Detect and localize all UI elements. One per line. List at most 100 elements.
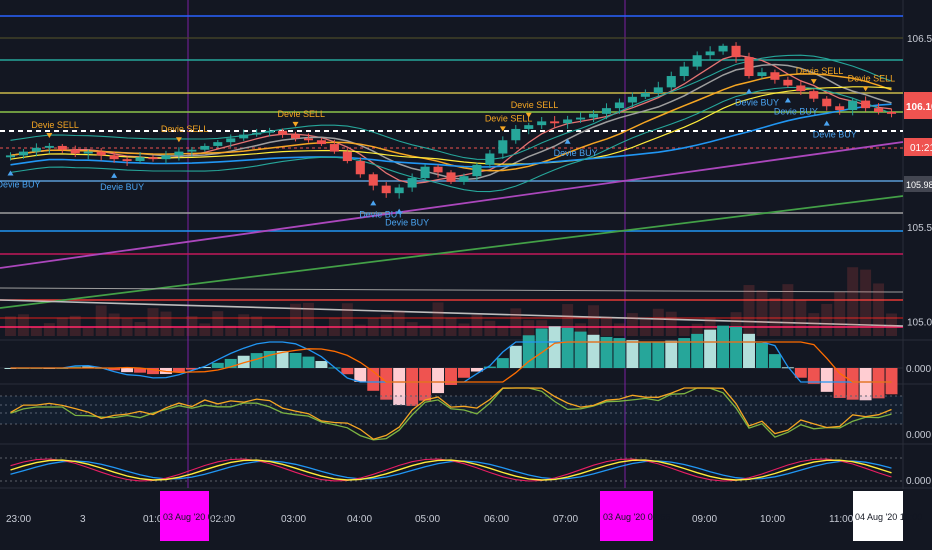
candle-body [524,125,534,129]
volume-bar [225,325,237,336]
candle-body [355,161,365,175]
oscillator-pane-1[interactable] [0,387,903,441]
candle-body [848,100,858,111]
candle-body [731,45,741,58]
volume-bar [367,318,379,336]
candle-body [5,155,16,158]
price-axis: 106.500 105.500 105.000 [907,34,932,328]
time-tick-label: 02:00 [210,514,235,525]
macd-histogram-bar [276,350,289,368]
candle-body [316,140,326,145]
volume-bar [238,314,250,336]
macd-histogram-bar [250,353,263,368]
volume-bar [199,323,211,336]
volume-bar [873,283,885,336]
macd-pane[interactable] [0,325,903,406]
buy-signal-label: Devie BUY [100,182,144,192]
volume-bar [808,313,820,336]
buy-arrow [396,208,403,214]
volume-bar [782,284,794,336]
buy-arrow [370,200,377,206]
macd-histogram-bar [289,352,302,368]
candle-body [44,145,54,148]
sell-arrow [862,86,869,92]
time-highlight-badge [853,491,903,541]
volume-bar [536,320,548,336]
candle-body [874,108,884,112]
time-axis[interactable]: 23:00 3 01:00 02:00 03:00 04:00 05:00 06… [0,489,932,550]
buy-signal-label: Devie BUY [735,97,779,107]
sell-signal-label: Devie SELL [278,109,326,119]
volume-bar [471,314,483,336]
candle-body [783,79,793,86]
volume-bar [212,311,224,336]
sell-signal-label: Devie SELL [796,66,844,76]
price-pane[interactable] [0,0,903,340]
volume-bar [613,323,625,336]
last-price-badge [904,92,932,119]
volume-bar [588,305,599,336]
volume-bar [445,317,457,336]
candle-body [161,155,171,160]
macd-histogram-bar [172,368,185,373]
volume-bar [43,323,55,336]
price-scale[interactable] [903,0,932,490]
volume-bar [17,314,29,336]
candle-body [511,128,521,141]
macd-histogram-bar [768,354,781,368]
candle-body [329,144,339,152]
macd-histogram-bar [134,368,147,373]
volume-bar [639,318,651,336]
time-tick-label: 03:00 [281,514,306,525]
candle-body [213,142,223,146]
macd-histogram-bar [354,368,367,382]
candlestick-series[interactable] [5,42,897,199]
time-highlight-badge [600,491,653,541]
candle-body [705,51,715,56]
macd-histogram-bar [483,366,496,368]
moving-average-line [10,103,892,168]
macd-histogram-bar [224,358,237,368]
time-tick-label: 23:00 [6,514,31,525]
macd-histogram-bar [406,368,419,406]
volume-bar [121,318,133,336]
volume-bar [652,308,664,336]
volume-bar [82,327,94,336]
candle-body [83,151,93,154]
oscillator-pane-2[interactable] [0,457,903,482]
macd-histogram-bar [794,368,807,378]
candle-body [757,72,767,77]
macd-histogram-bar [496,358,509,368]
candle-body [861,100,871,109]
candle-body [472,164,482,177]
candle-body [226,138,236,143]
candle-body [640,93,650,97]
macd-histogram-bar [535,328,548,368]
volume-bar [510,308,522,336]
macd-histogram-bar [613,338,626,368]
time-highlight-badge [160,491,209,541]
volume-bar [354,324,366,336]
volume-bar [601,316,612,336]
time-tick-label: 09:00 [692,514,717,525]
candle-body [70,149,80,154]
volume-bar [756,290,768,336]
sell-signal-label: Devie SELL [848,73,896,83]
candle-body [886,111,897,114]
moving-average-line [10,86,892,193]
macd-histogram-bar [626,340,639,368]
macd-histogram-bar [704,329,717,368]
volume-bar [458,323,470,336]
buy-signal-label: Devie BUY [359,209,403,219]
volume-bar [834,291,846,336]
buy-signal-label: Devie BUY [0,180,40,190]
volume-bar [147,308,159,336]
buy-arrow [746,88,752,94]
macd-histogram-bar [885,368,898,395]
time-highlight-text: 03 Aug '20 07:55 [603,512,670,522]
macd-zero-label: 0.000 [906,364,931,375]
trend-lines [0,141,904,327]
candle-body [278,130,288,135]
